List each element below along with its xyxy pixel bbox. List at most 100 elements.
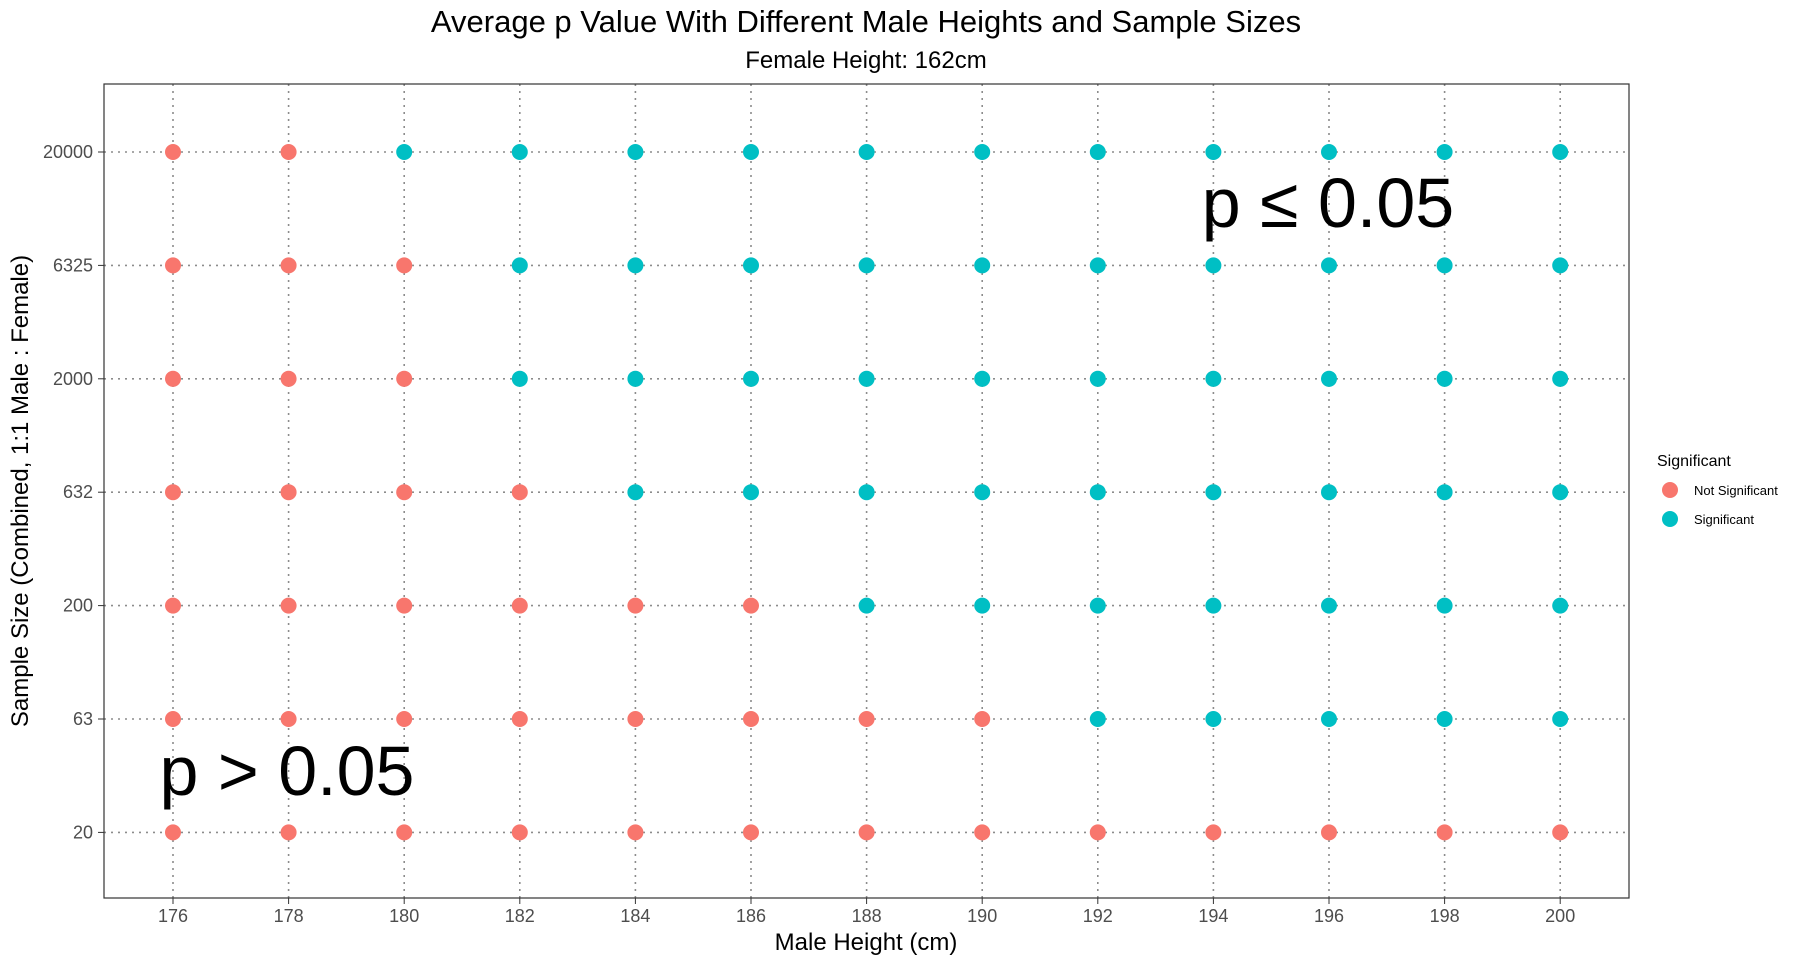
point-significant xyxy=(858,257,875,274)
point-significant xyxy=(627,144,644,160)
chart-subtitle: Female Height: 162cm xyxy=(745,47,986,74)
legend: Significant Not Significant Significant xyxy=(1657,453,1778,527)
x-axis-ticks: 176 178 180 182 184 186 188 190 192 194 196 198 200 xyxy=(158,898,1575,926)
point-significant xyxy=(1205,257,1222,274)
x-tick-label: 180 xyxy=(389,906,419,926)
point-not-significant xyxy=(511,711,528,727)
point-not-significant xyxy=(280,257,297,274)
point-not-significant xyxy=(743,597,759,614)
point-significant xyxy=(1436,257,1453,274)
point-significant xyxy=(1552,597,1569,614)
point-not-significant xyxy=(396,370,413,387)
point-significant xyxy=(1089,711,1106,727)
annotation-significant: p ≤ 0.05 xyxy=(1202,164,1455,242)
point-significant xyxy=(627,257,644,274)
point-significant xyxy=(1089,370,1106,387)
point-significant xyxy=(396,144,413,160)
point-significant xyxy=(1552,257,1569,274)
point-not-significant xyxy=(974,824,991,841)
point-not-significant xyxy=(396,597,413,614)
point-significant xyxy=(743,484,759,501)
point-not-significant xyxy=(858,824,875,841)
x-tick-label: 190 xyxy=(967,906,997,926)
y-axis-ticks: 20000 6325 2000 632 200 63 20 xyxy=(43,142,104,842)
point-significant xyxy=(1552,711,1569,727)
point-not-significant xyxy=(1089,824,1106,841)
point-significant xyxy=(1321,484,1337,501)
point-not-significant xyxy=(165,711,181,727)
x-tick-label: 192 xyxy=(1083,906,1113,926)
point-significant xyxy=(1089,144,1106,160)
point-significant xyxy=(1205,370,1222,387)
point-not-significant xyxy=(627,711,644,727)
point-not-significant xyxy=(396,257,413,274)
x-tick-label: 198 xyxy=(1430,906,1460,926)
y-tick-label: 2000 xyxy=(53,369,93,389)
y-tick-label: 20000 xyxy=(43,142,93,162)
y-tick-label: 200 xyxy=(63,596,93,616)
point-not-significant xyxy=(280,824,297,841)
point-significant xyxy=(1205,484,1222,501)
point-not-significant xyxy=(627,597,644,614)
legend-label-significant: Significant xyxy=(1694,512,1754,527)
chart-title: Average p Value With Different Male Heig… xyxy=(431,4,1301,39)
point-significant xyxy=(1089,484,1106,501)
annotation-not-significant: p > 0.05 xyxy=(160,732,415,810)
legend-label-not-significant: Not Significant xyxy=(1694,483,1778,498)
point-significant xyxy=(1205,711,1222,727)
y-tick-label: 6325 xyxy=(53,255,93,275)
x-axis-title: Male Height (cm) xyxy=(775,929,958,956)
point-significant xyxy=(511,370,528,387)
point-significant xyxy=(1321,597,1337,614)
point-significant xyxy=(743,370,759,387)
x-tick-label: 182 xyxy=(505,906,535,926)
point-significant xyxy=(974,597,991,614)
point-not-significant xyxy=(974,711,991,727)
point-significant xyxy=(1552,370,1569,387)
x-tick-label: 194 xyxy=(1198,906,1228,926)
point-significant xyxy=(627,484,644,501)
point-significant xyxy=(1436,144,1453,160)
point-significant xyxy=(1205,144,1222,160)
point-significant xyxy=(974,484,991,501)
y-axis-title: Sample Size (Combined, 1:1 Male : Female… xyxy=(7,255,34,727)
point-significant xyxy=(1436,597,1453,614)
point-significant xyxy=(743,257,759,274)
point-not-significant xyxy=(858,711,875,727)
x-tick-label: 176 xyxy=(158,906,188,926)
point-not-significant xyxy=(165,144,181,160)
point-significant xyxy=(1436,711,1453,727)
point-significant xyxy=(858,144,875,160)
point-significant xyxy=(627,370,644,387)
point-significant xyxy=(1321,711,1337,727)
point-not-significant xyxy=(280,370,297,387)
x-tick-label: 196 xyxy=(1314,906,1344,926)
x-tick-label: 200 xyxy=(1545,906,1575,926)
x-tick-label: 188 xyxy=(852,906,882,926)
point-significant xyxy=(974,257,991,274)
legend-key-not-significant xyxy=(1662,482,1678,498)
y-tick-label: 20 xyxy=(73,822,93,842)
point-significant xyxy=(1321,257,1337,274)
legend-title: Significant xyxy=(1657,453,1731,470)
point-not-significant xyxy=(280,597,297,614)
point-not-significant xyxy=(165,824,181,841)
scatter-points xyxy=(165,144,1569,841)
point-not-significant xyxy=(511,824,528,841)
point-significant xyxy=(1436,370,1453,387)
point-not-significant xyxy=(511,484,528,501)
point-significant xyxy=(1089,257,1106,274)
point-significant xyxy=(1436,484,1453,501)
point-not-significant xyxy=(1436,824,1453,841)
y-tick-label: 63 xyxy=(73,709,93,729)
point-not-significant xyxy=(743,711,759,727)
point-not-significant xyxy=(165,484,181,501)
point-significant xyxy=(974,370,991,387)
point-not-significant xyxy=(1205,824,1222,841)
point-not-significant xyxy=(396,484,413,501)
point-significant xyxy=(511,257,528,274)
x-tick-label: 186 xyxy=(736,906,766,926)
point-not-significant xyxy=(280,711,297,727)
y-tick-label: 632 xyxy=(63,482,93,502)
